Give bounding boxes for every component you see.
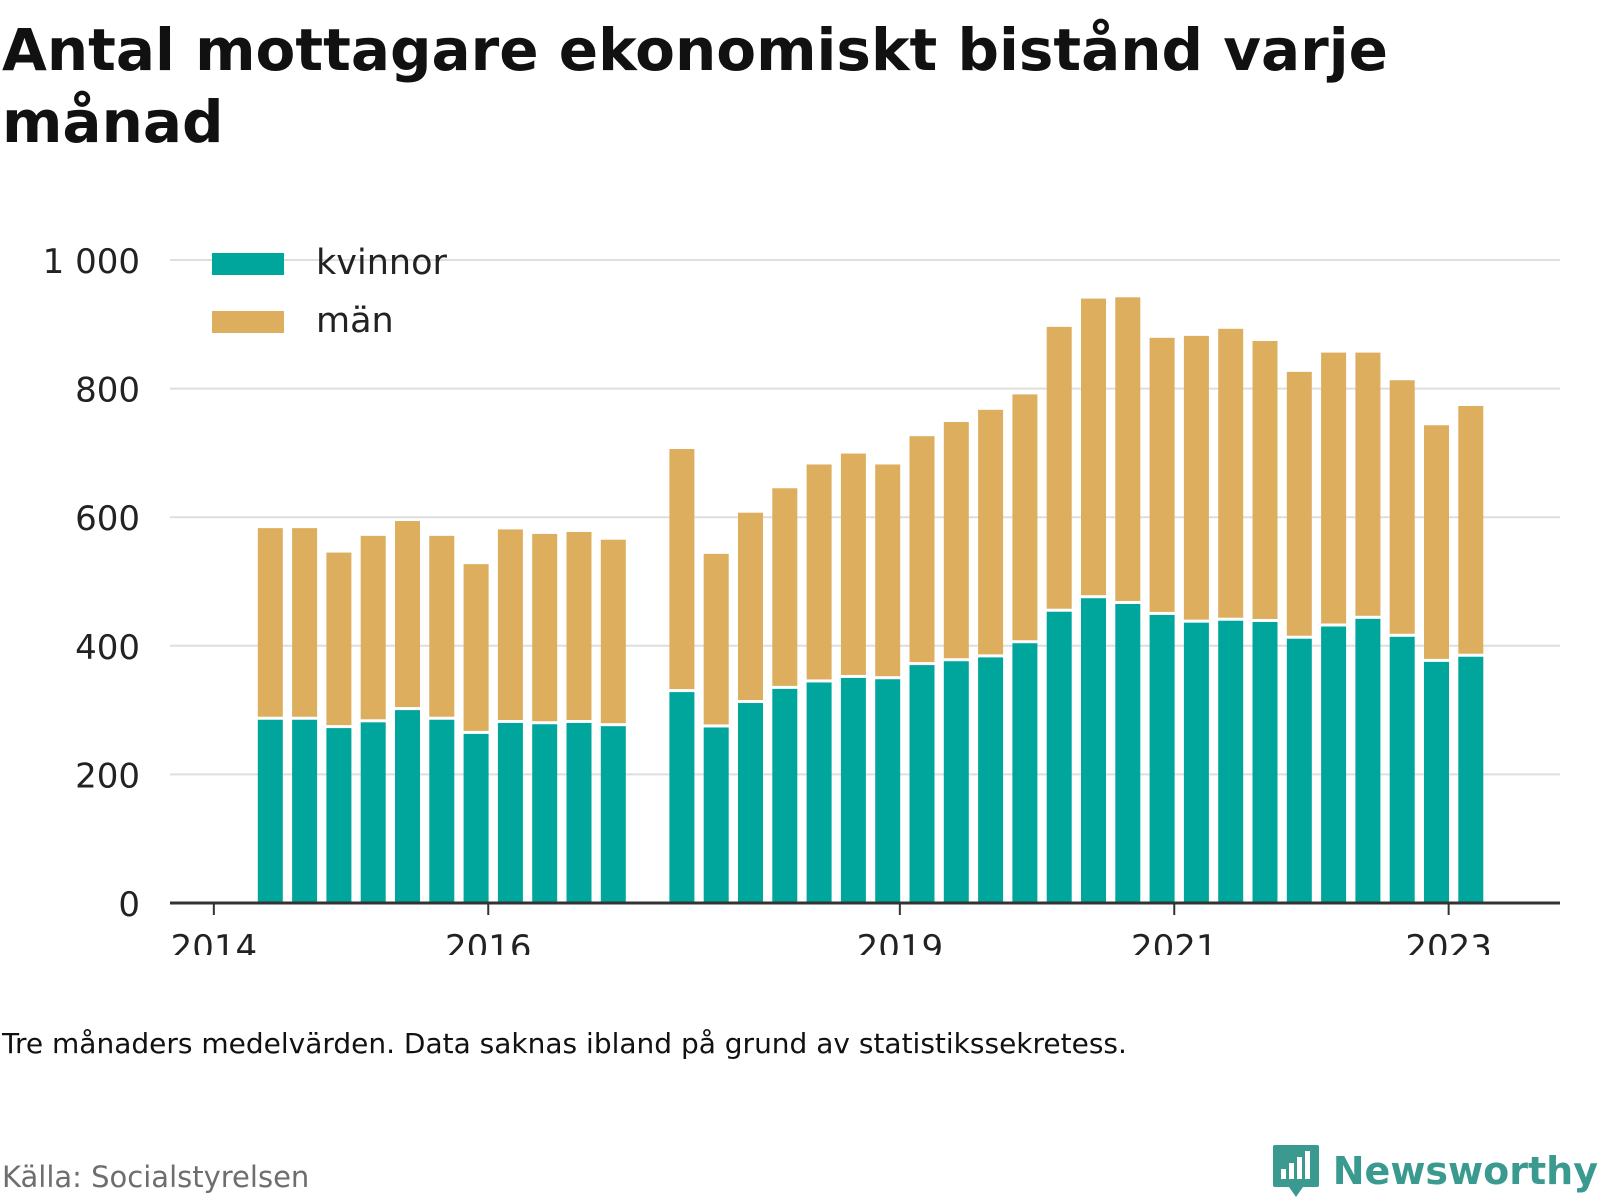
bar-man-2021-Q4	[1286, 371, 1312, 636]
newsworthy-logo-icon	[1272, 1145, 1319, 1197]
chart-note: Tre månaders medelvärden. Data saknas ib…	[2, 1027, 1127, 1060]
bar-man-2018-Q3	[840, 453, 866, 675]
bar-man-2014-Q4	[326, 552, 352, 726]
bar-man-2015-Q4	[463, 564, 489, 731]
bar-man-2018-Q1	[772, 488, 798, 686]
bar-man-2019-Q2	[943, 422, 969, 659]
bar-man-2021-Q3	[1252, 341, 1278, 620]
y-tick-label: 600	[75, 499, 140, 539]
bar-kvinnor-2022-Q3	[1389, 636, 1415, 903]
bar-man-2022-Q1	[1321, 352, 1347, 624]
bar-man-2020-Q1	[1046, 326, 1072, 609]
bar-kvinnor-2022-Q1	[1321, 626, 1347, 903]
bar-kvinnor-2020-Q2	[1081, 598, 1106, 903]
bar-kvinnor-2021-Q1	[1183, 622, 1209, 903]
x-axis: 2014 2016 2019 2021 2023	[170, 901, 1560, 955]
legend-swatch-man	[212, 311, 284, 333]
bar-kvinnor-2017-Q4	[738, 703, 763, 903]
bar-kvinnor-2021-Q3	[1252, 622, 1278, 903]
bar-man-2023-Q1	[1458, 405, 1484, 654]
chart-title: Antal mottagare ekonomiskt bistånd varje…	[2, 16, 1388, 156]
bar-man-2015-Q2	[395, 521, 420, 708]
bar-man-2018-Q4	[875, 464, 901, 677]
bar-man-2021-Q1	[1183, 335, 1209, 620]
bar-kvinnor-2023-Q1	[1458, 656, 1484, 903]
legend-label-kvinnor: kvinnor	[316, 243, 447, 283]
bar-man-2016-Q2	[532, 533, 558, 722]
x-tick-label: 2019	[857, 928, 944, 955]
bar-kvinnor-2014-Q2	[257, 719, 283, 903]
bar-man-2016-Q1	[497, 529, 523, 720]
bar-man-2022-Q3	[1389, 380, 1415, 634]
bar-man-2021-Q2	[1218, 328, 1244, 618]
x-tick-label: 2023	[1405, 928, 1492, 955]
bar-man-2019-Q3	[978, 409, 1004, 655]
bar-kvinnor-2016-Q2	[532, 724, 558, 903]
bar-man-2016-Q4	[600, 539, 626, 724]
bar-man-2017-Q2	[669, 449, 695, 690]
bar-man-2019-Q1	[909, 436, 935, 663]
bar-man-2022-Q4	[1424, 425, 1449, 659]
bar-kvinnor-2014-Q3	[292, 719, 318, 903]
bar-kvinnor-2018-Q1	[772, 688, 798, 903]
legend: kvinnor män	[212, 243, 447, 341]
x-tick-label: 2014	[171, 928, 258, 955]
y-axis-tick-labels: 0 200 400 600 800 1 000	[43, 242, 140, 925]
bar-kvinnor-2019-Q4	[1012, 643, 1038, 903]
bar-kvinnor-2017-Q2	[669, 692, 695, 903]
bar-man-2015-Q1	[360, 535, 386, 720]
y-tick-label: 1 000	[43, 242, 140, 282]
bar-kvinnor-2015-Q4	[463, 733, 489, 903]
x-tick-label: 2021	[1131, 928, 1218, 955]
legend-swatch-kvinnor	[212, 253, 284, 275]
bar-man-2017-Q4	[738, 512, 763, 701]
bar-man-2014-Q3	[292, 528, 318, 717]
bar-kvinnor-2018-Q2	[806, 682, 832, 903]
bar-kvinnor-2020-Q4	[1149, 614, 1175, 903]
bars	[257, 297, 1484, 903]
bar-kvinnor-2016-Q3	[566, 722, 592, 903]
legend-label-man: män	[316, 301, 394, 341]
bar-man-2020-Q4	[1149, 337, 1175, 612]
y-tick-label: 200	[75, 756, 140, 796]
y-tick-label: 800	[75, 371, 140, 411]
bar-man-2020-Q2	[1081, 298, 1106, 596]
bar-kvinnor-2014-Q4	[326, 728, 352, 903]
bar-kvinnor-2019-Q2	[943, 661, 969, 903]
y-tick-label: 0	[118, 885, 140, 925]
brand-logo[interactable]: Newsworthy	[1271, 1143, 1598, 1199]
bar-kvinnor-2022-Q2	[1355, 618, 1381, 903]
bar-kvinnor-2019-Q3	[978, 657, 1004, 903]
bar-man-2015-Q3	[429, 535, 455, 717]
y-tick-label: 400	[75, 628, 140, 668]
bar-kvinnor-2020-Q3	[1115, 604, 1141, 903]
bar-kvinnor-2015-Q3	[429, 719, 455, 903]
bar-man-2020-Q3	[1115, 297, 1141, 602]
source-label: Källa: Socialstyrelsen	[2, 1160, 310, 1194]
brand-name: Newsworthy	[1332, 1149, 1598, 1193]
bar-kvinnor-2019-Q1	[909, 665, 935, 903]
bar-kvinnor-2015-Q2	[395, 710, 420, 903]
bar-kvinnor-2021-Q4	[1286, 638, 1312, 903]
bar-kvinnor-2017-Q3	[703, 727, 729, 903]
bar-kvinnor-2020-Q1	[1046, 611, 1072, 903]
bar-man-2022-Q2	[1355, 352, 1381, 616]
bar-man-2018-Q2	[806, 464, 832, 680]
bar-man-2016-Q3	[566, 531, 592, 720]
bar-kvinnor-2021-Q2	[1218, 620, 1244, 903]
bar-kvinnor-2016-Q4	[600, 726, 626, 903]
bar-kvinnor-2016-Q1	[497, 722, 523, 903]
bar-kvinnor-2015-Q1	[360, 722, 386, 903]
bar-kvinnor-2018-Q4	[875, 679, 901, 903]
bar-man-2017-Q3	[703, 553, 729, 725]
bar-kvinnor-2022-Q4	[1424, 661, 1449, 903]
bar-kvinnor-2018-Q3	[840, 677, 866, 903]
bar-man-2014-Q2	[257, 528, 283, 717]
bar-man-2019-Q4	[1012, 394, 1038, 641]
x-tick-label: 2016	[445, 928, 532, 955]
